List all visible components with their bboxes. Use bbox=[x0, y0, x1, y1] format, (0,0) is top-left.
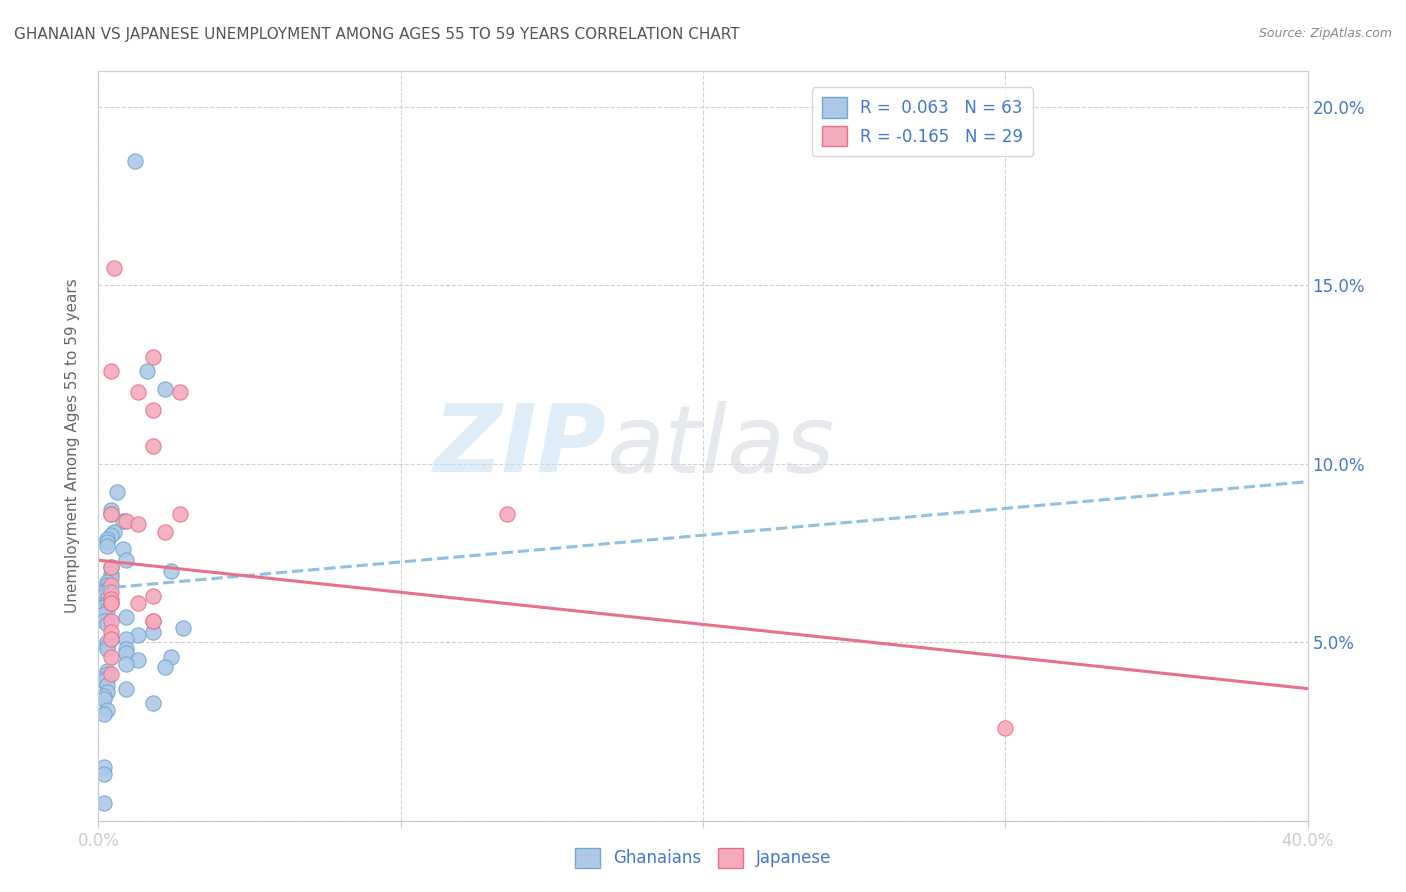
Point bbox=[153, 524, 176, 539]
Point bbox=[111, 542, 134, 557]
Point bbox=[135, 364, 157, 378]
Point bbox=[994, 721, 1017, 735]
Point bbox=[142, 403, 165, 417]
Point bbox=[96, 678, 118, 692]
Point bbox=[100, 596, 122, 610]
Point bbox=[103, 260, 125, 275]
Point bbox=[96, 603, 118, 617]
Point bbox=[100, 571, 122, 585]
Point bbox=[96, 642, 118, 657]
Point bbox=[100, 528, 122, 542]
Point bbox=[127, 385, 149, 400]
Point bbox=[142, 614, 165, 628]
Point bbox=[96, 639, 118, 653]
Point bbox=[100, 614, 122, 628]
Point bbox=[169, 385, 191, 400]
Point bbox=[96, 539, 118, 553]
Point bbox=[96, 671, 118, 685]
Text: GHANAIAN VS JAPANESE UNEMPLOYMENT AMONG AGES 55 TO 59 YEARS CORRELATION CHART: GHANAIAN VS JAPANESE UNEMPLOYMENT AMONG … bbox=[14, 27, 740, 42]
Point bbox=[96, 592, 118, 607]
Point bbox=[114, 657, 136, 671]
Point bbox=[100, 585, 122, 599]
Point bbox=[93, 599, 115, 614]
Point bbox=[100, 632, 122, 646]
Point bbox=[96, 596, 118, 610]
Point bbox=[100, 364, 122, 378]
Point bbox=[96, 585, 118, 599]
Point bbox=[93, 796, 115, 810]
Point bbox=[169, 507, 191, 521]
Point bbox=[100, 567, 122, 582]
Point bbox=[96, 703, 118, 717]
Point bbox=[114, 632, 136, 646]
Point bbox=[153, 382, 176, 396]
Point bbox=[124, 153, 146, 168]
Point bbox=[96, 532, 118, 546]
Point bbox=[100, 560, 122, 574]
Point bbox=[105, 485, 128, 500]
Point bbox=[100, 503, 122, 517]
Point bbox=[172, 621, 194, 635]
Point bbox=[100, 624, 122, 639]
Point bbox=[142, 350, 165, 364]
Point bbox=[153, 660, 176, 674]
Point bbox=[93, 674, 115, 689]
Point bbox=[93, 692, 115, 706]
Point bbox=[142, 614, 165, 628]
Point bbox=[93, 767, 115, 781]
Point bbox=[114, 642, 136, 657]
Point bbox=[96, 617, 118, 632]
Legend: Ghanaians, Japanese: Ghanaians, Japanese bbox=[568, 841, 838, 875]
Text: Source: ZipAtlas.com: Source: ZipAtlas.com bbox=[1258, 27, 1392, 40]
Point bbox=[127, 596, 149, 610]
Point bbox=[114, 514, 136, 528]
Point bbox=[100, 596, 122, 610]
Point bbox=[111, 514, 134, 528]
Point bbox=[100, 632, 122, 646]
Point bbox=[93, 585, 115, 599]
Point bbox=[114, 553, 136, 567]
Point bbox=[96, 685, 118, 699]
Point bbox=[96, 582, 118, 596]
Point bbox=[127, 517, 149, 532]
Point bbox=[93, 607, 115, 621]
Point bbox=[93, 589, 115, 603]
Point bbox=[142, 624, 165, 639]
Point bbox=[103, 524, 125, 539]
Text: ZIP: ZIP bbox=[433, 400, 606, 492]
Point bbox=[93, 760, 115, 774]
Point bbox=[495, 507, 517, 521]
Point bbox=[96, 667, 118, 681]
Point bbox=[100, 667, 122, 681]
Point bbox=[96, 664, 118, 678]
Point bbox=[160, 649, 183, 664]
Point bbox=[93, 689, 115, 703]
Point bbox=[114, 646, 136, 660]
Point bbox=[96, 614, 118, 628]
Point bbox=[142, 439, 165, 453]
Point bbox=[127, 653, 149, 667]
Point bbox=[114, 610, 136, 624]
Point bbox=[160, 564, 183, 578]
Legend: R =  0.063   N = 63, R = -0.165   N = 29: R = 0.063 N = 63, R = -0.165 N = 29 bbox=[811, 87, 1033, 156]
Point bbox=[100, 507, 122, 521]
Point bbox=[142, 589, 165, 603]
Point bbox=[96, 635, 118, 649]
Point bbox=[96, 578, 118, 592]
Point bbox=[96, 535, 118, 549]
Point bbox=[100, 649, 122, 664]
Point bbox=[100, 592, 122, 607]
Point bbox=[100, 507, 122, 521]
Point bbox=[142, 696, 165, 710]
Point bbox=[93, 614, 115, 628]
Point bbox=[100, 560, 122, 574]
Point bbox=[96, 574, 118, 589]
Text: atlas: atlas bbox=[606, 401, 835, 491]
Y-axis label: Unemployment Among Ages 55 to 59 years: Unemployment Among Ages 55 to 59 years bbox=[65, 278, 80, 614]
Point bbox=[93, 706, 115, 721]
Point bbox=[114, 681, 136, 696]
Point bbox=[93, 589, 115, 603]
Point bbox=[127, 628, 149, 642]
Point bbox=[100, 578, 122, 592]
